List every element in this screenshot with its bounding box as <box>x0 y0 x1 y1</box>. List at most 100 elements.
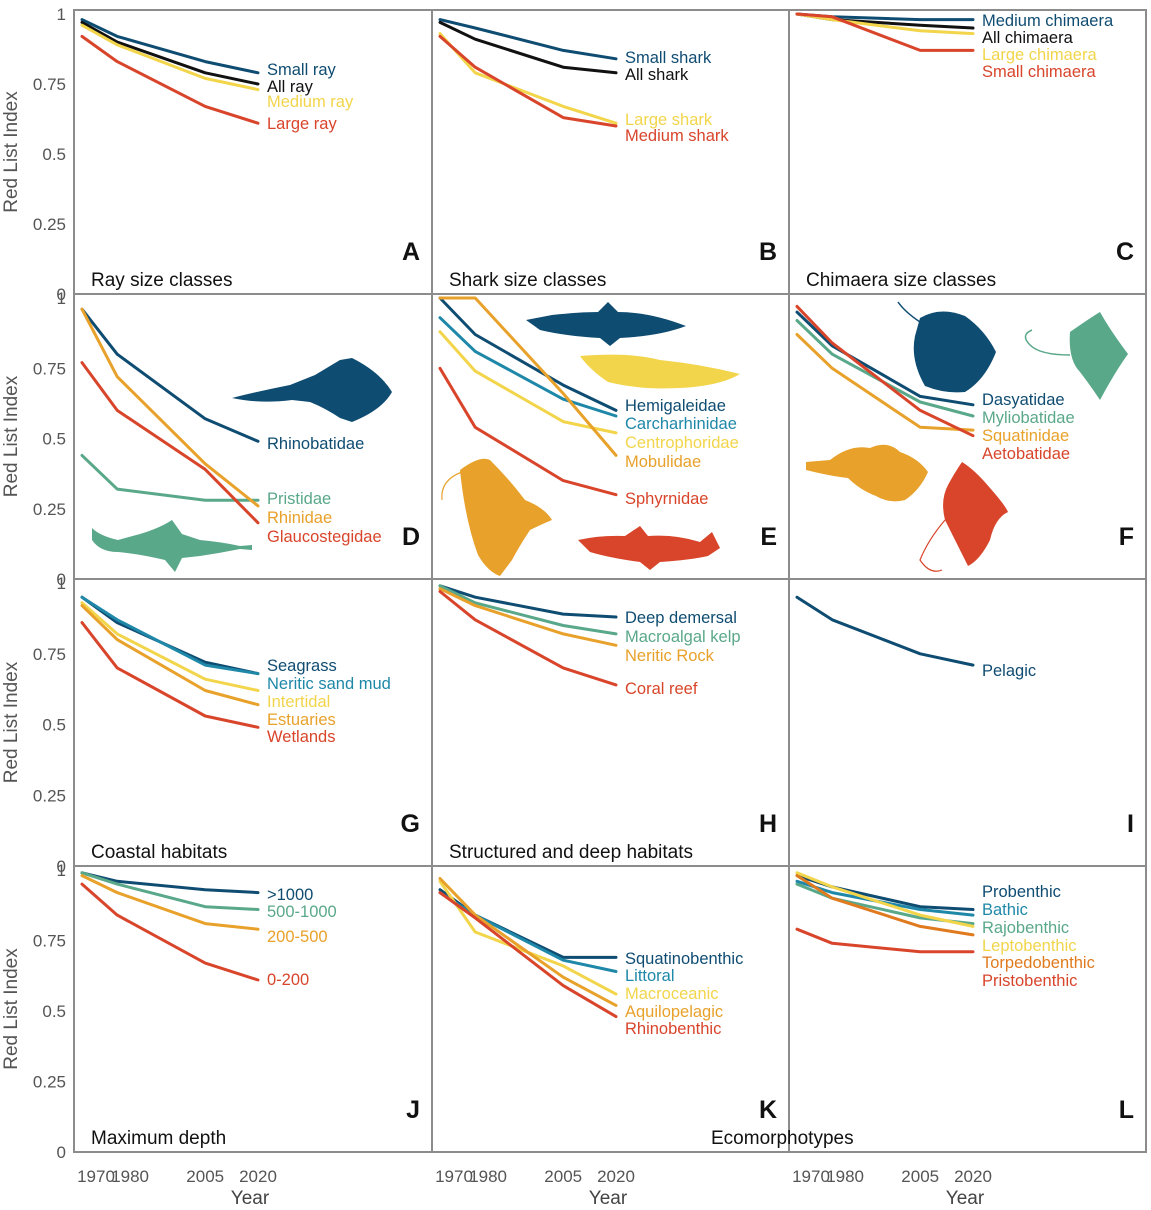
y-tick-label: 0.5 <box>42 145 66 164</box>
series-label: Pelagic <box>982 662 1036 680</box>
series-line-large-shark <box>438 32 618 125</box>
y-tick-label: 0.75 <box>33 75 66 94</box>
series-label: Deep demersal <box>625 609 737 627</box>
series-label: Centrophoridae <box>625 434 739 452</box>
panel-title: Ray size classes <box>91 270 233 291</box>
series-label: Torpedobenthic <box>982 954 1095 972</box>
series-line-estuaries <box>80 604 260 707</box>
series-label: Rajobenthic <box>982 919 1069 937</box>
stingray-tail-line <box>897 301 921 323</box>
y-axis-label: Red List Index <box>1 661 22 783</box>
panels-layer: 0 0.25 0.5 0.75 1 Red List Index Small rayAll … <box>1 5 1147 1209</box>
series-label: Coral reef <box>625 680 698 698</box>
panel-letter: I <box>1127 810 1134 838</box>
series-label: Littoral <box>625 967 675 985</box>
series-label: Large shark <box>625 111 713 129</box>
series-label: Small ray <box>267 61 337 79</box>
series-line-dasyatidae <box>795 310 975 407</box>
series-label: Estuaries <box>267 711 336 729</box>
y-tick-label: 0.25 <box>33 1073 66 1092</box>
series-label: Macroceanic <box>625 985 719 1003</box>
series-line-centrophoridae <box>438 330 618 435</box>
y-tick-label: 1 <box>57 5 66 24</box>
y-tick-label: 0.5 <box>42 430 66 449</box>
panel-title: Structured and deep habitats <box>449 842 693 863</box>
panel-letter: B <box>759 238 777 266</box>
series-label: Large ray <box>267 115 337 133</box>
series-label: Rhinidae <box>267 509 332 527</box>
y-tick-label: 0.75 <box>33 359 66 378</box>
series-line-hemigaleidae <box>438 296 618 412</box>
x-tick-label: 1970 <box>435 1167 473 1186</box>
ray-red-silhouette <box>943 462 1008 566</box>
panel-letter: J <box>406 1096 420 1124</box>
y-tick-label: 0.5 <box>42 716 66 735</box>
x-tick-label: 2005 <box>186 1167 224 1186</box>
series-label: Medium chimaera <box>982 12 1114 30</box>
series-line-macroceanic <box>438 879 618 996</box>
series-label: Medium ray <box>267 93 354 111</box>
x-tick-label: 2005 <box>901 1167 939 1186</box>
y-tick-label: 0 <box>57 285 66 304</box>
panel-letter: F <box>1119 523 1134 551</box>
series-line-torpedobenthic <box>795 874 975 937</box>
series-line-carcharhinidae <box>438 316 618 418</box>
manta-orange-silhouette <box>460 458 552 576</box>
ray-red-tail-line <box>919 519 946 572</box>
series-label: Rhinobenthic <box>625 1020 721 1038</box>
x-tick-label: 2005 <box>544 1167 582 1186</box>
series-label: All ray <box>267 78 314 96</box>
panel-letter: K <box>759 1096 777 1124</box>
series-line-wetlands <box>80 621 260 729</box>
panel-E: HemigaleidaeCarcharhinidaeCentrophoridae… <box>431 293 790 580</box>
panel-frame <box>788 578 1147 867</box>
series-label: 200-500 <box>267 928 328 946</box>
x-tick-label: 1970 <box>792 1167 830 1186</box>
series-line-neritic-rock <box>438 587 618 647</box>
series-line-neritic-sand-mud <box>80 595 260 676</box>
panel-title: Shark size classes <box>449 270 606 291</box>
manta-tail-line <box>441 471 463 501</box>
series-label: 0-200 <box>267 971 309 989</box>
series-label: Intertidal <box>267 693 330 711</box>
panel-I: Pelagic I <box>788 578 1147 867</box>
series-line-500-1000 <box>80 871 260 911</box>
y-tick-label: 0.25 <box>33 786 66 805</box>
y-axis-label: Red List Index <box>1 91 22 213</box>
series-line-macroalgal-kelp <box>438 584 618 636</box>
series-label: Aquilopelagic <box>625 1003 723 1021</box>
series-label: Myliobatidae <box>982 409 1075 427</box>
series-line-medium-shark <box>438 34 618 128</box>
series-label: Dasyatidae <box>982 391 1065 409</box>
series-label: Aetobatidae <box>982 445 1070 463</box>
panel-letter: G <box>401 810 420 838</box>
panel-letter: D <box>402 523 420 551</box>
series-label: Wetlands <box>267 728 335 746</box>
x-axis-label: Year <box>589 1188 628 1209</box>
y-tick-label: 0.75 <box>33 932 66 951</box>
species-silhouettes <box>92 301 1128 576</box>
x-tick-label: 2020 <box>597 1167 635 1186</box>
series-line-large-ray <box>80 34 260 125</box>
series-line-small-chimaera <box>795 12 975 52</box>
panel-frame <box>788 865 1147 1153</box>
x-tick-label: 2020 <box>239 1167 277 1186</box>
series-label: Rhinobatidae <box>267 435 364 453</box>
panel-frame <box>431 865 790 1153</box>
panel-G: 0 0.25 0.5 0.75 1 Red List Index SeagrassNerit… <box>1 574 433 876</box>
series-label: Macroalgal kelp <box>625 628 741 646</box>
series-line-all-ray <box>80 20 260 86</box>
series-line-deep-demersal <box>438 584 618 619</box>
y-tick-label: 0.25 <box>33 500 66 519</box>
sawfish-silhouette <box>92 520 252 572</box>
series-label: Carcharhinidae <box>625 415 737 433</box>
y-tick-label: 0 <box>57 570 66 589</box>
series-line-squatinidae <box>795 333 975 432</box>
panel-letter: E <box>760 523 777 551</box>
x-axis-label: Year <box>231 1188 270 1209</box>
series-line-mobulidae <box>438 296 618 457</box>
